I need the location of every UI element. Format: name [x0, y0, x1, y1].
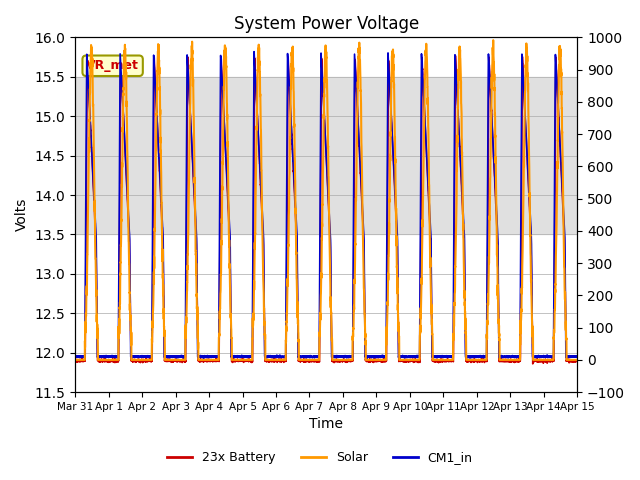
Y-axis label: Volts: Volts: [15, 198, 29, 231]
Bar: [75, 77, 577, 234]
Title: System Power Voltage: System Power Voltage: [234, 15, 419, 33]
Text: VR_met: VR_met: [86, 59, 139, 72]
Legend: 23x Battery, Solar, CM1_in: 23x Battery, Solar, CM1_in: [163, 446, 477, 469]
X-axis label: Time: Time: [309, 418, 343, 432]
